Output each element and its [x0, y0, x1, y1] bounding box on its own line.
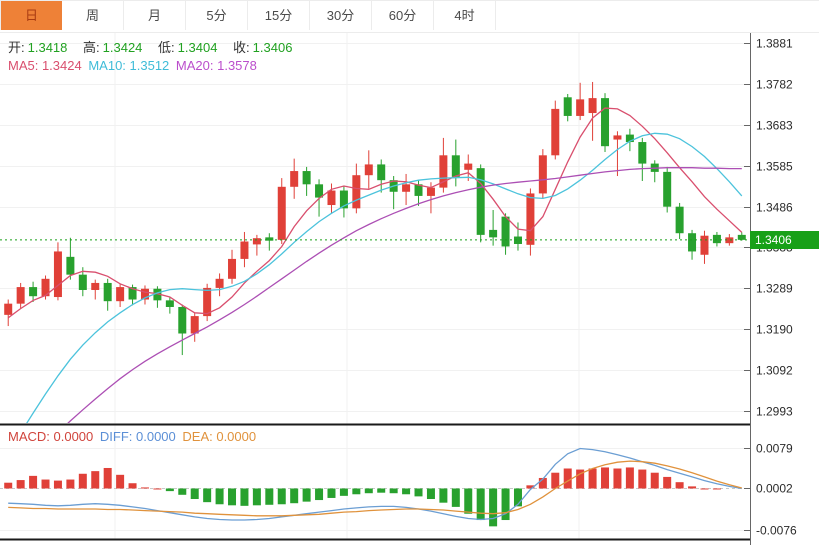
svg-text:0.0079: 0.0079	[756, 442, 793, 456]
open-label: 开:	[8, 40, 25, 55]
ma10-line	[26, 132, 743, 423]
low-label: 低:	[158, 40, 175, 55]
candlestick-series	[4, 81, 746, 356]
tab-week[interactable]: 周	[62, 1, 124, 30]
low-value: 1.3404	[177, 40, 218, 55]
svg-text:1.3782: 1.3782	[756, 78, 793, 92]
diff-line	[8, 447, 742, 521]
svg-text:0.0002: 0.0002	[756, 482, 793, 496]
tab-30min[interactable]: 30分	[310, 1, 372, 30]
price-axis: 1.38811.37821.36831.35851.34861.33881.32…	[744, 31, 797, 545]
tab-4hour[interactable]: 4时	[434, 1, 496, 30]
svg-text:1.3289: 1.3289	[756, 282, 793, 296]
svg-text:-0.0076: -0.0076	[756, 524, 797, 538]
svg-text:1.3092: 1.3092	[756, 364, 793, 378]
macd-legend: MACD: 0.0000 DIFF: 0.0000 DEA: 0.0000	[8, 429, 259, 444]
tab-day[interactable]: 日	[0, 1, 62, 30]
high-value: 1.3424	[102, 40, 143, 55]
svg-text:1.3683: 1.3683	[756, 119, 793, 133]
svg-text:1.2993: 1.2993	[756, 405, 793, 419]
last-price-badge: 1.3406	[750, 231, 819, 249]
ma10-legend: MA10: 1.3512	[88, 58, 170, 73]
svg-text:1.3881: 1.3881	[756, 37, 793, 51]
tab-5min[interactable]: 5分	[186, 1, 248, 30]
svg-text:1.3585: 1.3585	[756, 160, 793, 174]
open-value: 1.3418	[27, 40, 68, 55]
ma20-legend: MA20: 1.3578	[175, 58, 257, 73]
gridlines	[0, 31, 748, 540]
high-label: 高:	[83, 40, 100, 55]
tab-month[interactable]: 月	[124, 1, 186, 30]
dea-line	[8, 460, 742, 517]
ma-legend: MA5: 1.3424 MA10: 1.3512 MA20: 1.3578	[8, 58, 260, 73]
tab-15min[interactable]: 15分	[248, 1, 310, 30]
ma20-line	[67, 167, 742, 423]
svg-text:1.3486: 1.3486	[756, 201, 793, 215]
dea-value-label: DEA: 0.0000	[182, 429, 257, 444]
svg-text:1.3190: 1.3190	[756, 323, 793, 337]
macd-histogram	[4, 467, 721, 527]
ma5-line	[7, 107, 743, 319]
ohlc-legend: 开: 1.3418 高: 1.3424 低: 1.3404 收: 1.3406	[8, 37, 295, 56]
tab-60min[interactable]: 60分	[372, 1, 434, 30]
diff-value-label: DIFF: 0.0000	[99, 429, 176, 444]
close-label: 收:	[233, 40, 250, 55]
close-value: 1.3406	[252, 40, 293, 55]
macd-value-label: MACD: 0.0000	[8, 429, 94, 444]
period-tab-bar: 日周月 5分 15分 30分 60分 4时	[0, 0, 819, 33]
ma5-legend: MA5: 1.3424	[8, 58, 82, 73]
